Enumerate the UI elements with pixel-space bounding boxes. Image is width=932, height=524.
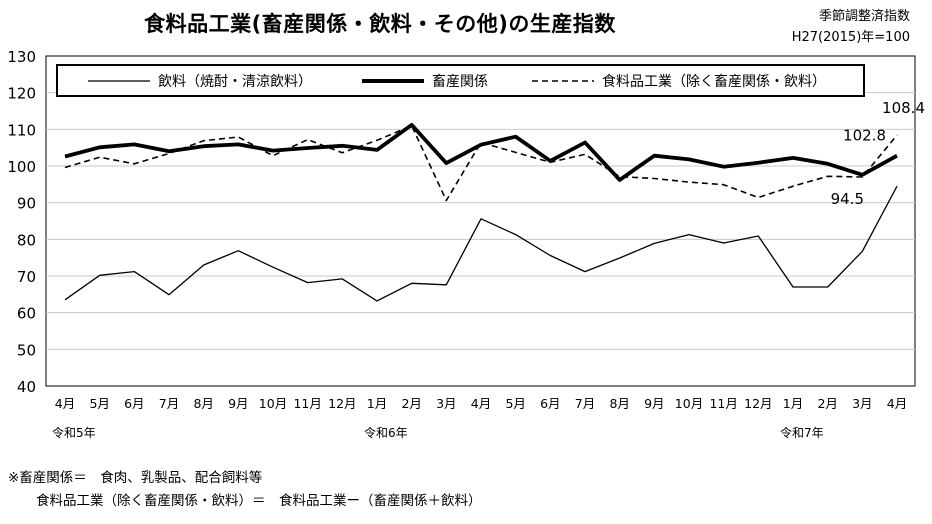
x-tick-label-22: 2月 [817,396,837,411]
x-tick-label-10: 2月 [401,396,421,411]
x-axis: 4月 5月 6月 7月 8月 9月 10月 11月 12月 1月 2月 3月 4月 5月 6月 7月 8月 9月 1… [52,396,907,440]
x-tick-label-5: 9月 [228,396,248,411]
series-line-2 [64,124,898,202]
y-tick-label-130: 130 [7,48,36,66]
y-tick-label-100: 100 [7,158,36,176]
series-line-0 [64,185,898,302]
y-tick-label-50: 50 [17,341,36,359]
x-tick-label-6: 10月 [259,396,287,411]
x-tick-label-3: 7月 [159,396,179,411]
y-tick-label-80: 80 [17,231,36,249]
footnote-livestock-definition: ※畜産関係＝ 食肉、乳製品、配合飼料等 [8,470,263,486]
base-year-note: H27(2015)年=100 [791,30,910,45]
x-tick-label-21: 1月 [783,396,803,411]
x-tick-label-2: 6月 [124,396,144,411]
x-tick-label-14: 6月 [540,396,560,411]
y-tick-label-90: 90 [17,195,36,213]
x-tick-label-12: 4月 [471,396,491,411]
legend: 飲料（焼酎・清涼飲料） 畜産関係 食料品工業（除く畜産関係・飲料） [56,64,865,97]
era-label-2: 令和7年 [780,425,824,440]
y-axis: 40 50 60 70 80 90 100 110 120 130 [7,48,36,396]
x-tick-label-13: 5月 [505,396,525,411]
data-labels: 108.4 102.8 94.5 [831,99,925,208]
y-tick-label-120: 120 [7,85,36,103]
series-line-1 [64,123,898,182]
x-tick-label-0: 4月 [55,396,75,411]
seasonal-adjustment-note: 季節調整済指数 [818,9,910,24]
series-lines [64,123,898,302]
y-tick-label-110: 110 [7,121,36,139]
x-tick-label-17: 9月 [644,396,664,411]
y-tick-label-40: 40 [17,378,36,396]
era-label-1: 令和6年 [364,425,408,440]
line-chart: 40 50 60 70 80 90 100 110 120 130 4月 5月 6月 7月 8月 9月 10月… [7,48,925,440]
x-tick-label-19: 11月 [709,396,737,411]
x-tick-label-7: 11月 [293,396,321,411]
x-tick-label-9: 1月 [367,396,387,411]
footnote-food-excl-definition: 食料品工業（除く畜産関係・飲料）＝ 食料品工業ー（畜産関係＋飲料） [36,493,482,509]
x-tick-label-11: 3月 [436,396,456,411]
legend-label-beverage: 飲料（焼酎・清涼飲料） [158,74,312,90]
x-tick-label-8: 12月 [328,396,356,411]
legend-label-food-excl: 食料品工業（除く畜産関係・飲料） [602,73,826,90]
era-label-0: 令和5年 [52,425,96,440]
legend-label-livestock: 畜産関係 [432,74,488,90]
y-tick-label-70: 70 [17,268,36,286]
x-tick-label-23: 3月 [852,396,872,411]
y-tick-label-60: 60 [17,305,36,323]
x-tick-label-15: 7月 [575,396,595,411]
data-label-2: 94.5 [831,190,864,208]
legend-box [56,64,865,97]
x-tick-label-1: 5月 [89,396,109,411]
x-tick-label-16: 8月 [609,396,629,411]
x-tick-label-18: 10月 [675,396,703,411]
x-tick-label-24: 4月 [887,396,907,411]
chart-title: 食料品工業(畜産関係・飲料・その他)の生産指数 [144,12,616,36]
x-tick-label-4: 8月 [193,396,213,411]
data-label-0: 108.4 [882,99,925,117]
data-label-1: 102.8 [843,127,886,145]
x-tick-label-20: 12月 [744,396,772,411]
